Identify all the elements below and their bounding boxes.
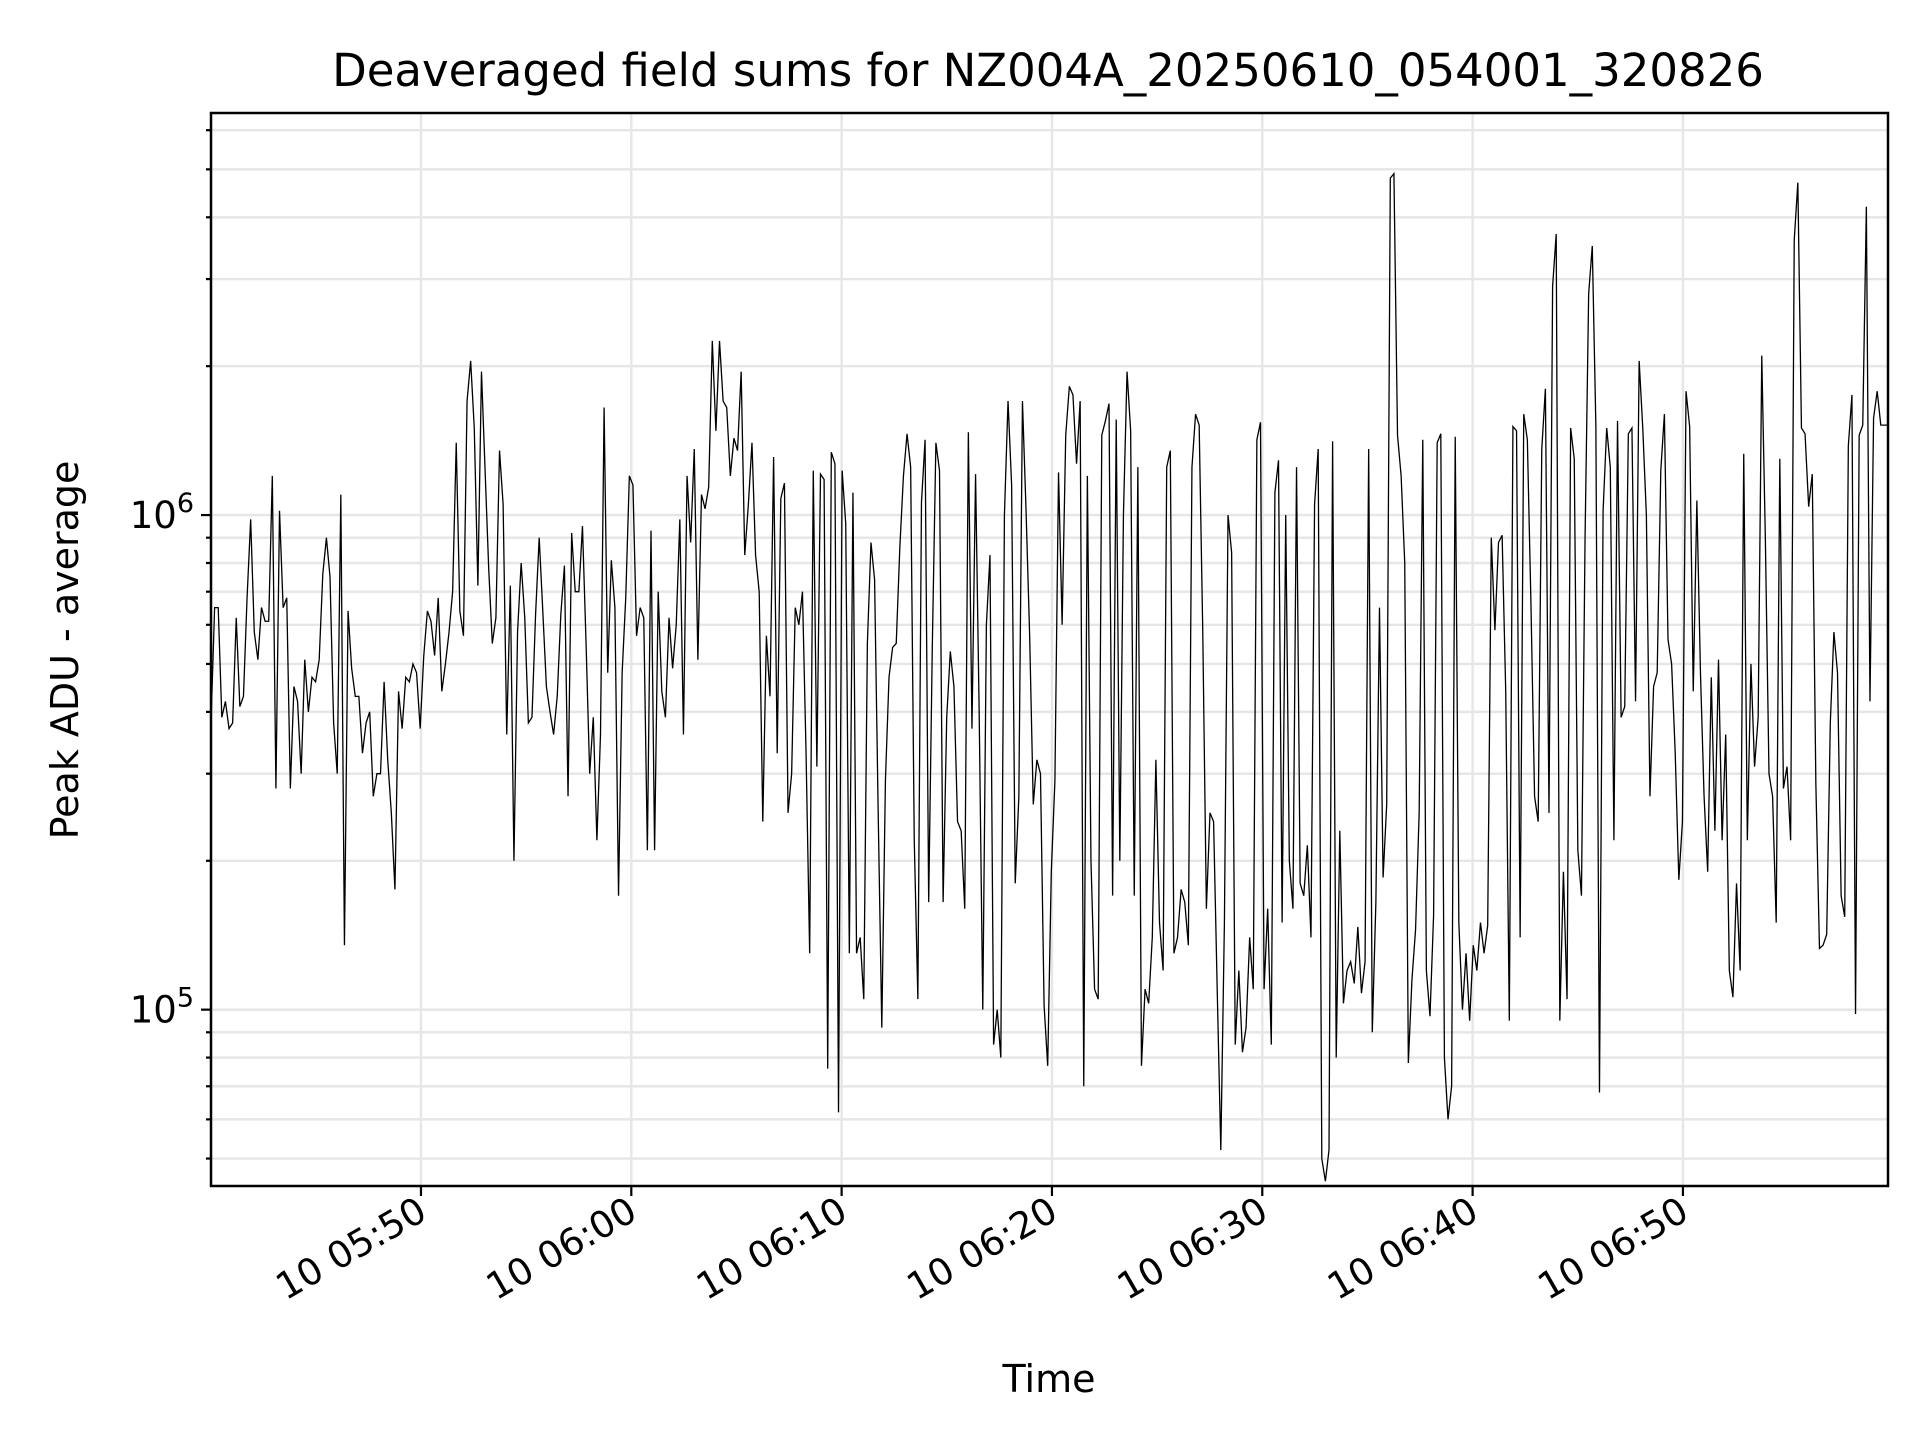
series-line xyxy=(210,171,1888,1182)
plot-frame xyxy=(209,111,1890,1188)
y-tick-label: 105 xyxy=(130,983,194,1032)
x-tick-label: 10 06:00 xyxy=(479,1189,644,1309)
x-axis-label: Time xyxy=(1002,1357,1096,1401)
y-axis-label: Peak ADU - average xyxy=(43,461,87,840)
x-tick-label: 10 06:10 xyxy=(689,1189,854,1309)
grid xyxy=(211,113,1888,1186)
x-tick-label: 10 06:40 xyxy=(1320,1189,1485,1309)
x-tick-label: 10 06:30 xyxy=(1110,1189,1275,1309)
series-layer xyxy=(210,171,1888,1182)
x-tick-label: 10 06:50 xyxy=(1531,1189,1696,1309)
x-tick-label: 10 06:20 xyxy=(900,1189,1065,1309)
chart-title: Deaveraged field sums for NZ004A_2025061… xyxy=(332,44,1764,97)
y-tick-label: 106 xyxy=(130,488,194,537)
x-tick-label: 10 05:50 xyxy=(269,1189,434,1309)
